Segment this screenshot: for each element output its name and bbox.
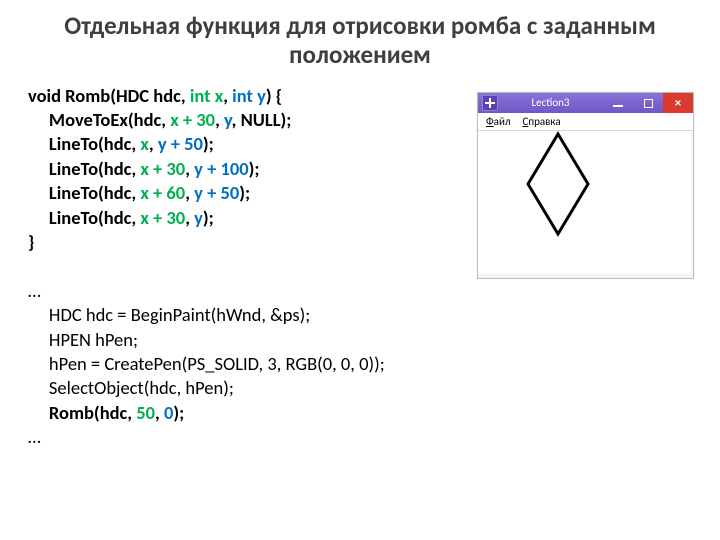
code-line: SelectObject(hdc, hPen); [28,376,692,400]
window-titlebar: Lection3 × [478,93,693,113]
maximize-button[interactable] [633,93,663,113]
minimize-button[interactable] [603,93,633,113]
preview-window: Lection3 × Файл Справка [477,92,694,279]
menu-file[interactable]: Файл [486,115,511,128]
window-title: Lection3 [502,93,603,113]
code-line: Romb(hdc, 50, 0); [28,401,692,425]
app-icon [482,95,498,111]
close-button[interactable]: × [663,93,693,113]
code-line: hPen = CreatePen(PS_SOLID, 3, RGB(0, 0, … [28,352,692,376]
menu-help[interactable]: Справка [523,115,561,128]
slide: Отдельная функция для отрисовки ромба с … [0,0,720,540]
code-line: HDC hdc = BeginPaint(hWnd, &ps); [28,303,692,327]
code-line: … [28,279,692,303]
window-canvas [478,131,691,273]
window-menubar: Файл Справка [478,113,693,131]
code-line: HPEN hPen; [28,328,692,352]
code-line: … [28,425,692,449]
rhombus-shape [528,134,588,234]
slide-title: Отдельная функция для отрисовки ромба с … [28,12,692,70]
